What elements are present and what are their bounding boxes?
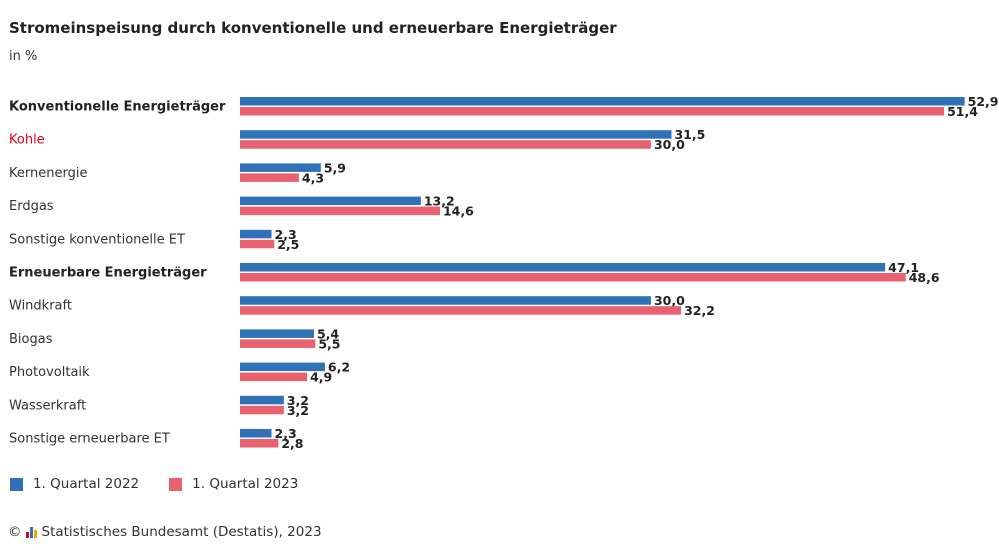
category-label-konventionelle-energietr-ger: Konventionelle Energieträger (9, 100, 226, 115)
bar-photovoltaik-2023[interactable] (240, 372, 308, 382)
bar-sonstige-erneuerbare-et-2022[interactable] (240, 429, 272, 438)
bar-photovoltaik-2022[interactable] (240, 362, 325, 372)
bar-wasserkraft-2022[interactable] (240, 395, 284, 405)
bar-erneuerbare-energietr-ger-2022[interactable] (240, 263, 886, 272)
bar-windkraft-2023[interactable] (240, 306, 682, 315)
category-label-erdgas: Erdgas (9, 199, 54, 214)
legend-label-2022: 1. Quartal 2022 (33, 476, 140, 492)
destatis-logo-icon (25, 526, 38, 538)
value-label-biogas-2023: 5,5 (318, 336, 340, 351)
category-label-photovoltaik: Photovoltaik (9, 365, 90, 380)
category-label-kohle: Kohle (9, 133, 45, 148)
value-label-erneuerbare-energietr-ger-2023: 48,6 (909, 270, 940, 285)
value-label-wasserkraft-2022: 3,2 (287, 393, 309, 408)
category-label-sonstige-konventionelle-et: Sonstige konventionelle ET (9, 232, 185, 247)
legend-label-2023: 1. Quartal 2023 (192, 476, 299, 492)
source-footer: © Statistisches Bundesamt (Destatis), 20… (8, 524, 322, 540)
bar-sonstige-erneuerbare-et-2023[interactable] (240, 439, 279, 448)
bar-chart: Konventionelle Energieträger 52,951,4 Kohl… (9, 94, 999, 451)
value-label-sonstige-konventionelle-et-2023: 2,5 (277, 237, 299, 252)
value-label-sonstige-konventionelle-et-2022: 2,3 (275, 227, 297, 242)
value-label-sonstige-erneuerbare-et-2023: 2,8 (281, 436, 303, 451)
value-label-biogas-2022: 5,4 (317, 326, 339, 341)
legend-item-2022[interactable]: 1. Quartal 2022 (10, 476, 139, 492)
legend-swatch-2022 (10, 477, 23, 491)
value-label-erneuerbare-energietr-ger-2022: 47,1 (888, 260, 919, 275)
legend-item-2023[interactable]: 1. Quartal 2023 (169, 476, 298, 492)
bar-erdgas-2023[interactable] (240, 206, 440, 216)
bar-konventionelle-energietr-ger-2022[interactable] (240, 97, 965, 106)
legend-swatch-2023 (169, 477, 183, 491)
bar-kohle-2023[interactable] (240, 140, 651, 149)
bar-kernenergie-2022[interactable] (240, 163, 321, 172)
value-label-wasserkraft-2023: 3,2 (287, 403, 309, 418)
value-label-konventionelle-energietr-ger-2023: 51,4 (947, 104, 978, 119)
bar-sonstige-konventionelle-et-2022[interactable] (240, 229, 272, 239)
chart-legend: 1. Quartal 2022 1. Quartal 2023 (10, 476, 298, 492)
bar-konventionelle-energietr-ger-2023[interactable] (240, 107, 945, 116)
category-label-erneuerbare-energietr-ger: Erneuerbare Energieträger (9, 266, 207, 281)
value-label-windkraft-2023: 32,2 (684, 303, 715, 318)
bar-biogas-2022[interactable] (240, 329, 314, 338)
category-label-windkraft: Windkraft (9, 299, 72, 314)
category-label-kernenergie: Kernenergie (9, 166, 87, 181)
value-label-photovoltaik-2022: 6,2 (328, 360, 350, 375)
category-label-wasserkraft: Wasserkraft (9, 398, 86, 413)
bar-kernenergie-2023[interactable] (240, 173, 299, 182)
value-label-kernenergie-2022: 5,9 (324, 160, 346, 175)
value-label-photovoltaik-2023: 4,9 (310, 370, 332, 385)
value-label-erdgas-2022: 13,2 (424, 194, 455, 209)
category-label-sonstige-erneuerbare-et: Sonstige erneuerbare ET (9, 432, 170, 447)
chart-title: Stromeinspeisung durch konventionelle un… (9, 19, 617, 37)
bar-sonstige-konventionelle-et-2023[interactable] (240, 239, 275, 249)
copyright-symbol: © (8, 524, 22, 540)
bar-kohle-2022[interactable] (240, 130, 672, 139)
category-label-biogas: Biogas (9, 332, 53, 347)
bar-windkraft-2022[interactable] (240, 296, 651, 305)
bar-erneuerbare-energietr-ger-2023[interactable] (240, 273, 906, 282)
chart-subtitle: in % (9, 49, 38, 64)
value-label-kohle-2022: 31,5 (674, 127, 705, 142)
source-text: Statistisches Bundesamt (Destatis), 2023 (41, 524, 322, 540)
bar-biogas-2023[interactable] (240, 339, 316, 348)
bar-wasserkraft-2023[interactable] (240, 405, 284, 415)
bar-erdgas-2022[interactable] (240, 196, 421, 206)
value-label-kernenergie-2023: 4,3 (302, 170, 324, 185)
value-label-windkraft-2022: 30,0 (654, 293, 685, 308)
value-label-sonstige-erneuerbare-et-2022: 2,3 (275, 426, 297, 441)
value-label-erdgas-2023: 14,6 (443, 204, 474, 219)
value-label-kohle-2023: 30,0 (654, 137, 685, 152)
value-label-konventionelle-energietr-ger-2022: 52,9 (968, 94, 999, 109)
